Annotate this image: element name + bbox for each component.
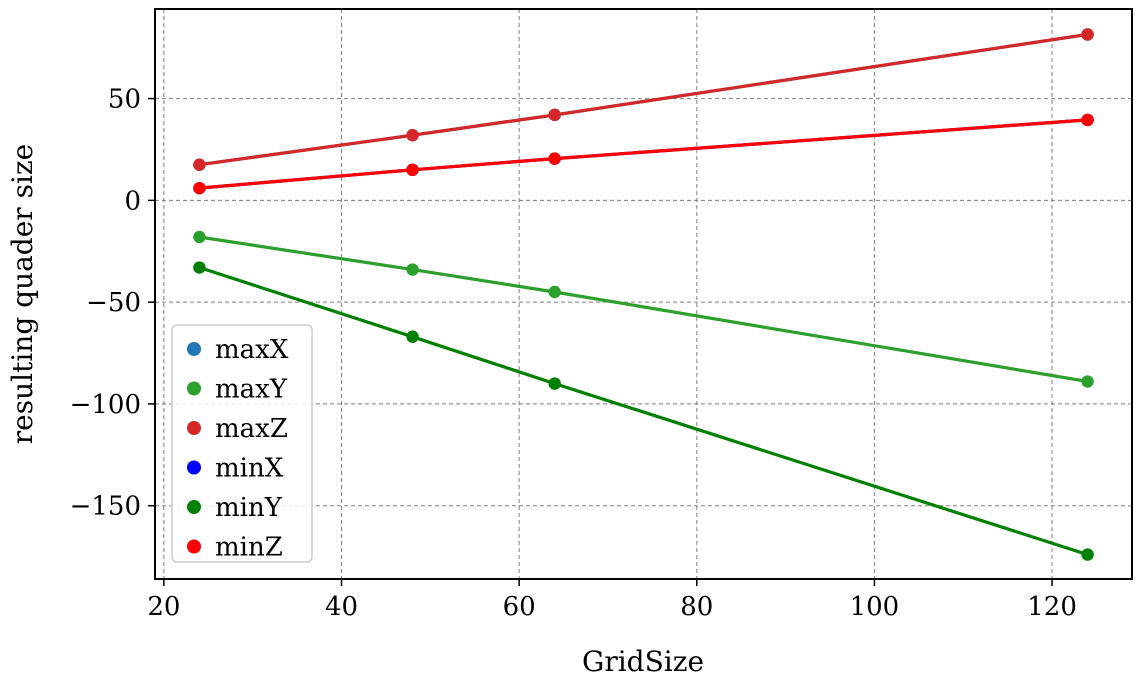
data-point-maxY (406, 263, 419, 276)
legend-label: maxY (215, 375, 288, 405)
data-point-maxZ (1081, 28, 1094, 41)
plot-frame (154, 8, 1133, 580)
data-point-maxZ (406, 129, 419, 142)
y-tick-label: −150 (70, 492, 141, 522)
grid (155, 9, 1132, 579)
legend-label: maxZ (215, 414, 288, 444)
legend-marker (187, 421, 201, 435)
series-maxX (193, 28, 1094, 171)
data-point-maxY (1081, 375, 1094, 388)
series-line-maxZ (199, 32, 1088, 167)
legend: maxX maxY maxZ minX minY minZ (171, 324, 313, 563)
legend-label: minZ (215, 533, 283, 563)
data-point-maxY (193, 230, 206, 244)
axis-ticks: 20 40 60 80 100 120 50 0 −50 −100 −150 (70, 85, 1077, 622)
data-point-minY (193, 261, 206, 274)
data-point-minY (406, 330, 419, 343)
legend-marker (187, 500, 201, 514)
series-maxY (193, 230, 1094, 388)
data-point-minY (548, 377, 561, 390)
y-tick-label: −50 (86, 288, 141, 318)
x-tick-label: 120 (1027, 592, 1077, 622)
legend-box (171, 324, 313, 563)
legend-item-minZ: minZ (187, 533, 283, 563)
series-minX (193, 113, 1094, 195)
legend-label: minX (215, 454, 284, 484)
series-line-minY (198, 265, 1089, 557)
data-point-maxZ (193, 158, 206, 171)
x-tick-label: 60 (503, 592, 536, 622)
legend-label: minY (215, 493, 283, 523)
legend-item-minX: minX (187, 454, 284, 484)
legend-marker (187, 342, 201, 356)
y-tick-label: −100 (70, 390, 141, 420)
data-point-minZ (406, 163, 419, 177)
legend-marker (187, 539, 201, 554)
y-tick-label: 50 (108, 85, 141, 115)
series-minY (193, 261, 1094, 561)
data-point-minZ (548, 152, 561, 165)
x-tick-label: 40 (325, 592, 358, 622)
series-maxZ (193, 28, 1094, 171)
x-tick-label: 100 (850, 592, 900, 622)
legend-item-maxY: maxY (187, 375, 288, 405)
series-line-minZ (199, 118, 1088, 190)
legend-item-minY: minY (187, 493, 283, 523)
series-minZ (193, 113, 1094, 195)
legend-item-maxZ: maxZ (187, 414, 288, 444)
y-axis-label: resulting quader size (6, 144, 39, 444)
legend-label: maxX (215, 335, 289, 365)
legend-marker (187, 381, 201, 396)
x-tick-label: 20 (147, 592, 180, 622)
data-point-minZ (1081, 113, 1094, 127)
y-tick-label: 0 (124, 186, 141, 216)
legend-marker (187, 460, 201, 475)
x-axis-label: GridSize (582, 645, 704, 678)
data-point-maxZ (548, 108, 561, 122)
x-tick-label: 80 (680, 592, 713, 622)
series-layer (193, 28, 1094, 561)
data-point-minY (1081, 548, 1094, 561)
legend-item-maxX: maxX (187, 335, 289, 365)
data-point-maxY (548, 285, 561, 299)
series-line-maxY (199, 235, 1088, 384)
data-point-minZ (193, 181, 206, 195)
